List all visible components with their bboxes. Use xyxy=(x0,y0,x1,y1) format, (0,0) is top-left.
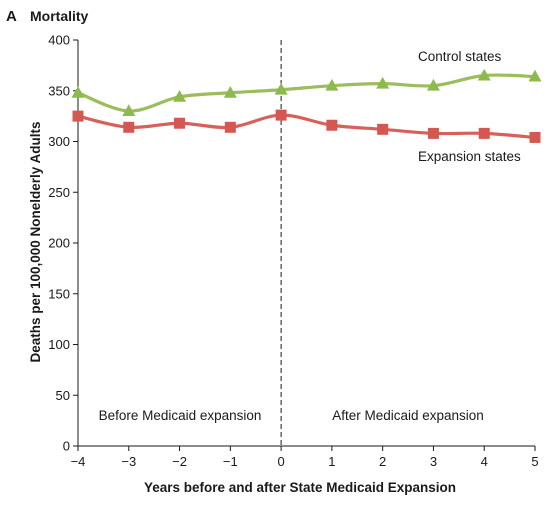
data-point-control xyxy=(376,76,390,89)
y-tick-label: 400 xyxy=(48,33,70,48)
x-tick-label: 3 xyxy=(430,454,437,469)
x-tick-label: 4 xyxy=(481,454,488,469)
y-tick-label: 250 xyxy=(48,185,70,200)
data-point-expansion xyxy=(224,121,236,133)
data-point-expansion xyxy=(478,127,490,139)
data-point-expansion xyxy=(174,117,186,129)
data-point-control xyxy=(274,82,288,95)
series-layer xyxy=(71,68,542,143)
data-point-control xyxy=(71,85,85,98)
data-point-control xyxy=(173,90,187,102)
y-tick-label: 350 xyxy=(48,83,70,98)
y-tick-label: 100 xyxy=(48,337,70,352)
x-axis-title: Years before and after State Medicaid Ex… xyxy=(144,480,456,495)
x-tick-label: −4 xyxy=(71,454,86,469)
panel-letter: A xyxy=(6,8,17,25)
legend-label-expansion: Expansion states xyxy=(418,149,521,164)
x-tick-label: 2 xyxy=(379,454,386,469)
data-point-control xyxy=(477,68,491,81)
y-tick-label: 0 xyxy=(63,439,70,454)
data-point-expansion xyxy=(529,131,541,143)
y-tick-label: 50 xyxy=(56,388,70,403)
data-point-control xyxy=(528,69,542,82)
data-point-expansion xyxy=(72,110,84,122)
x-tick-label: −3 xyxy=(121,454,136,469)
y-axis-title: Deaths per 100,000 Nonelderly Adults xyxy=(28,121,43,362)
data-point-expansion xyxy=(275,109,287,121)
x-tick-label: −2 xyxy=(172,454,187,469)
annotation-after: After Medicaid expansion xyxy=(332,408,484,423)
panel-title: Mortality xyxy=(30,8,89,24)
series-line-control xyxy=(76,73,537,113)
legend-label-control: Control states xyxy=(418,49,502,64)
x-tick-label: 1 xyxy=(328,454,335,469)
data-point-control xyxy=(122,104,136,116)
y-tick-label: 200 xyxy=(48,236,70,251)
data-point-control xyxy=(325,78,339,91)
data-point-control xyxy=(426,78,440,91)
series-line-expansion xyxy=(76,113,537,140)
x-tick-label: −1 xyxy=(223,454,238,469)
y-tick-label: 300 xyxy=(48,134,70,149)
data-point-control xyxy=(223,85,237,98)
data-point-expansion xyxy=(326,119,338,131)
y-tick-label: 150 xyxy=(48,286,70,301)
axes: 0 50 100 150 200 250 300 350 400 −4 −3 −2 −1 0 1 2 3 4 5 xyxy=(48,33,538,470)
annotation-before: Before Medicaid expansion xyxy=(99,408,262,423)
x-tick-label: 5 xyxy=(531,454,538,469)
data-point-expansion xyxy=(427,127,439,139)
data-point-expansion xyxy=(123,121,135,133)
x-tick-label: 0 xyxy=(277,454,284,469)
data-point-expansion xyxy=(377,123,389,135)
